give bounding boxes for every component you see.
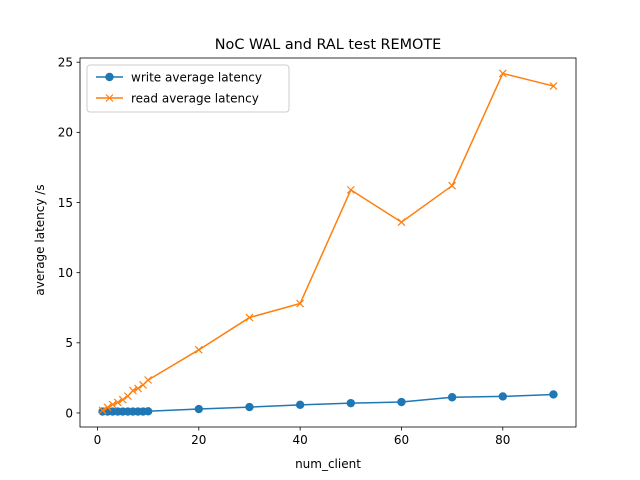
write-latency-point <box>549 390 558 399</box>
write-latency-point <box>397 397 406 407</box>
read-latency-point <box>108 400 117 409</box>
write-latency-point <box>498 392 507 401</box>
read-latency-point <box>118 395 127 404</box>
read-latency-point <box>129 386 137 395</box>
legend-read-marker <box>105 94 114 102</box>
y-tick-label: 0 <box>65 406 73 420</box>
read-latency-point <box>103 403 112 412</box>
x-tick-label: 20 <box>191 433 206 447</box>
legend-read-label: read average latency <box>131 91 259 105</box>
write-latency-point <box>447 393 457 402</box>
chart-title: NoC WAL and RAL test REMOTE <box>215 37 442 53</box>
read-latency-point <box>144 376 153 384</box>
write-latency-point <box>346 398 355 408</box>
read-latency-point <box>346 185 355 194</box>
y-tick-label: 15 <box>58 196 73 210</box>
read-latency-point <box>397 218 406 227</box>
y-tick-label: 5 <box>65 336 73 350</box>
x-axis-label: num_client <box>295 457 361 471</box>
x-axis-ticks: 0 20 40 60 80 <box>94 427 510 447</box>
y-tick-label: 20 <box>58 126 73 140</box>
write-latency-point <box>194 404 204 414</box>
x-tick-label: 0 <box>94 433 102 447</box>
write-latency-point <box>143 407 153 416</box>
read-latency-point <box>448 181 457 190</box>
read-latency-point <box>194 345 203 354</box>
write-latency-point <box>245 402 254 412</box>
read-latency-point <box>498 69 507 78</box>
legend: write average latency read average latenc… <box>86 64 290 113</box>
read-latency-point <box>296 299 305 308</box>
legend-write-marker <box>105 72 114 82</box>
y-tick-label: 25 <box>58 56 73 70</box>
y-tick-label: 10 <box>58 266 73 280</box>
write-latency-point <box>295 400 305 410</box>
read-latency-point <box>134 384 142 393</box>
read-latency-point <box>98 406 107 415</box>
x-tick-label: 80 <box>495 433 510 447</box>
plot-area <box>79 57 577 428</box>
read-latency-point <box>113 398 122 407</box>
x-tick-label: 60 <box>394 433 409 447</box>
read-latency-point <box>245 313 254 322</box>
legend-write-label: write average latency <box>131 70 262 84</box>
x-tick-label: 40 <box>292 433 307 447</box>
legend-box <box>86 64 290 113</box>
axes-frame <box>79 57 577 428</box>
y-axis-label: average latency /s <box>33 184 47 295</box>
y-axis-ticks: 0 5 10 15 20 25 <box>58 56 80 420</box>
read-latency-point <box>549 82 558 90</box>
